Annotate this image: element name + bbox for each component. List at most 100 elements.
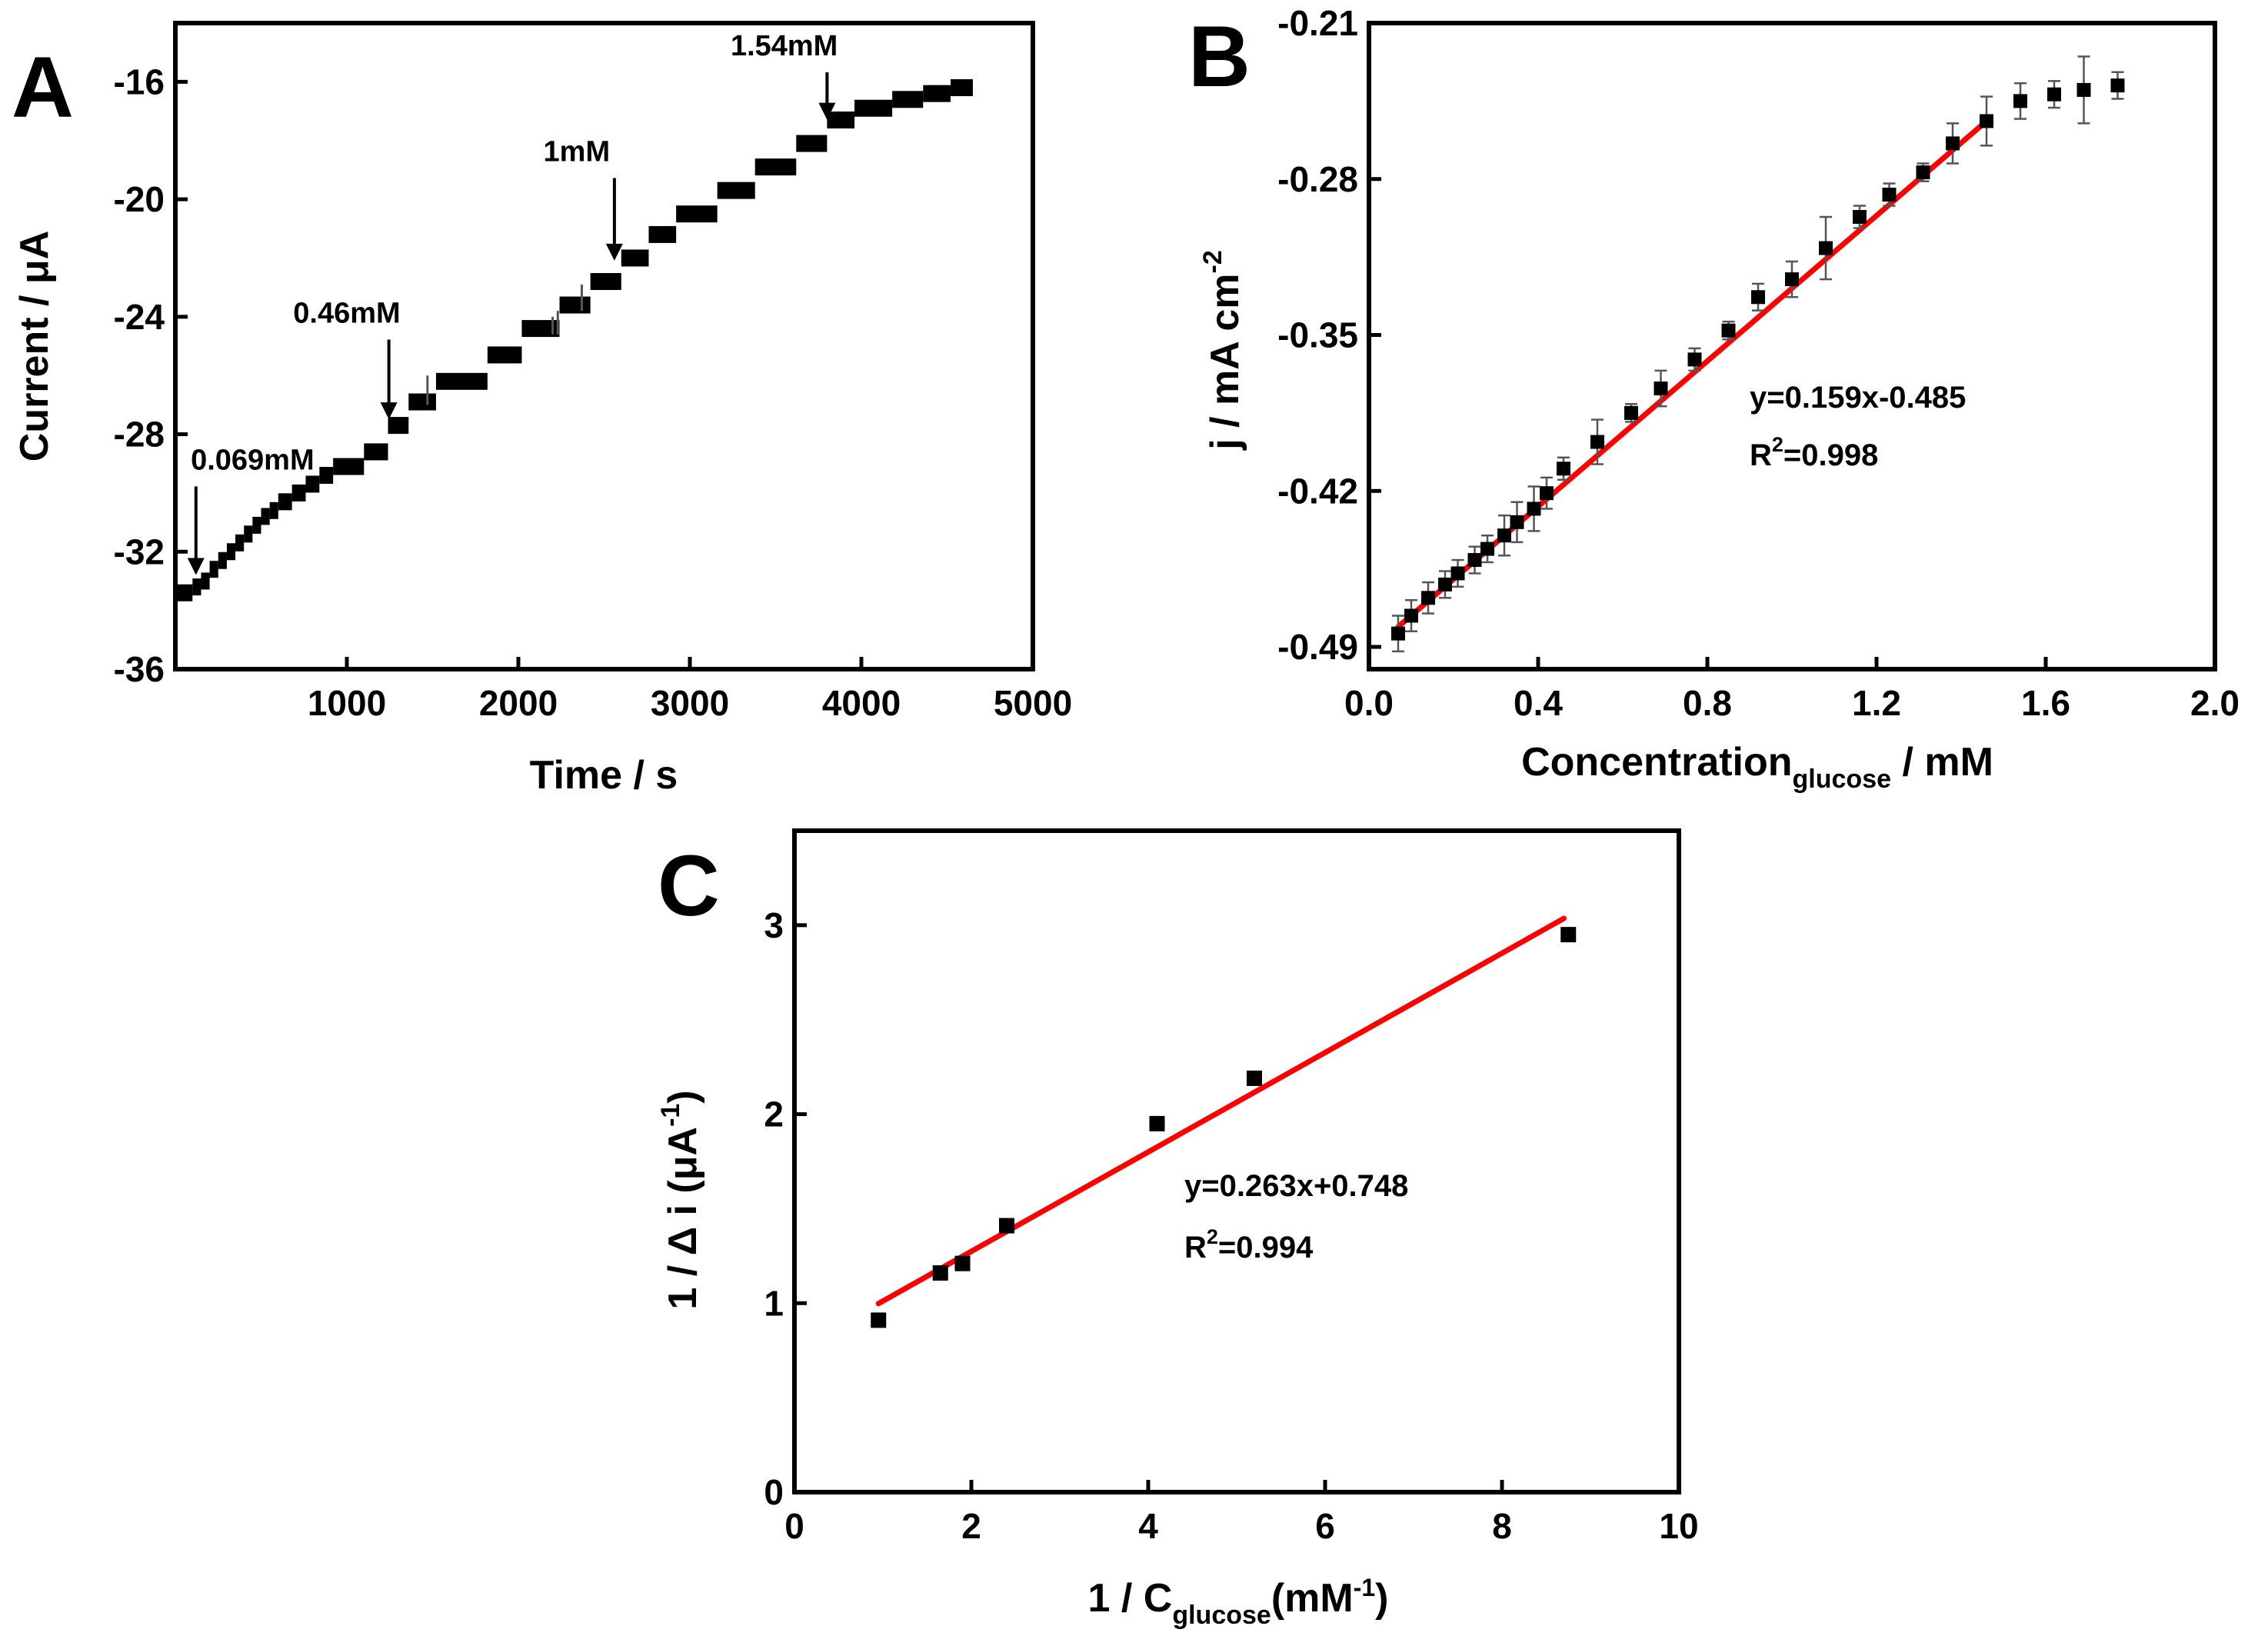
r-squared-c-sup: 2 [1207, 1225, 1218, 1248]
y-axis-label-b-main: j / mA cm [1203, 273, 1247, 450]
data-point [1390, 626, 1405, 641]
x-axis-label-c: 1 / Cglucose(mM-1) [1088, 1574, 1389, 1630]
data-point [1450, 566, 1465, 581]
data-point [1721, 323, 1736, 338]
step-segment [364, 443, 388, 461]
data-points-c [871, 927, 1577, 1328]
y-tick-label-a-3: -24 [114, 297, 165, 337]
data-point [2013, 94, 2027, 108]
panel-label-c: C [658, 838, 720, 934]
y-axis-label-c-post: ) [661, 1090, 705, 1103]
annotation-arrow-head [818, 102, 836, 120]
y-tick-label-b-4: -0.21 [1277, 3, 1358, 43]
step-segment [521, 320, 560, 338]
x-axis-label-a: Time / s [530, 753, 678, 798]
r-squared-b-value: =0.998 [1783, 438, 1878, 472]
r-squared-c: R2=0.994 [1184, 1225, 1314, 1264]
r-squared-b-sup: 2 [1772, 433, 1783, 456]
y-tick-label-b-1: -0.42 [1277, 471, 1358, 511]
data-series-a [175, 79, 973, 601]
x-tick-label-b-3: 1.2 [1852, 683, 1901, 723]
y-tick-label-a-2: -28 [114, 415, 165, 455]
annotation-label: 0.069mM [191, 444, 315, 476]
annotations-a: 0.069mM 0.46mM 1mM 1.54mM [187, 30, 838, 575]
data-point [2047, 87, 2061, 102]
y-axis-label-c: 1 / Δ i (μA-1) [656, 1090, 705, 1309]
step-segment [408, 393, 436, 411]
x-axis-label-c-unit-post: ) [1375, 1576, 1388, 1621]
annotation-label: 1.54mM [731, 30, 838, 62]
data-point [1421, 591, 1435, 605]
plot-frame-c [792, 828, 1681, 1494]
x-tick-label-c-1: 2 [961, 1506, 981, 1546]
step-segment [435, 372, 488, 390]
x-tick-label-c-0: 0 [784, 1506, 804, 1546]
x-axis-label-c-sup: -1 [1354, 1574, 1375, 1601]
step-segment [590, 273, 621, 290]
x-tick-label-c-3: 6 [1315, 1506, 1335, 1546]
data-point [1882, 188, 1897, 202]
data-point [1557, 461, 1570, 476]
step-segment [950, 79, 973, 96]
data-point [1687, 352, 1702, 367]
y-tick-label-a-4: -20 [114, 179, 165, 219]
step-segment [854, 99, 893, 117]
data-point [1751, 290, 1765, 305]
step-segment [487, 346, 522, 364]
step-segment [209, 561, 218, 578]
annotation-arrow-head [605, 243, 623, 261]
x-tick-label-a-3: 4000 [822, 683, 901, 723]
step-segment [892, 91, 924, 108]
step-segment [648, 225, 677, 243]
y-axis-label-b-sup: -2 [1198, 250, 1227, 273]
x-tick-label-b-0: 0.0 [1344, 683, 1394, 723]
data-point [1980, 114, 1993, 128]
x-tick-label-c-5: 10 [1659, 1506, 1698, 1546]
data-point [1540, 486, 1554, 501]
step-segment [717, 182, 755, 199]
y-axis-label-c-sup: -1 [656, 1104, 685, 1127]
data-point [1480, 541, 1494, 556]
step-segment [175, 584, 193, 601]
equation-c: y=0.263x+0.748 [1184, 1169, 1408, 1203]
step-segment [226, 543, 236, 561]
data-point [1497, 528, 1511, 543]
step-segment [333, 458, 365, 475]
step-segment [559, 296, 591, 314]
data-point [1590, 435, 1604, 449]
data-point [1438, 577, 1452, 591]
step-segment [235, 534, 245, 551]
y-tick-label-c-2: 2 [764, 1095, 784, 1135]
axis-ticks-b: 0.0 0.4 0.8 1.2 1.6 2.0 -0.49 -0.42 -0.35 -0.28 -0… [1277, 3, 2240, 723]
x-tick-label-a-4: 5000 [994, 683, 1072, 723]
x-axis-label-b: Concentrationglucose / mM [1521, 740, 1993, 794]
step-segment [269, 501, 278, 519]
equation-b: y=0.159x-0.485 [1750, 381, 1966, 415]
plot-frame-b [1367, 21, 2217, 671]
data-point [1819, 241, 1833, 255]
x-axis-label-c-main: 1 / C [1088, 1576, 1173, 1621]
data-point [1467, 553, 1482, 568]
step-segment [192, 578, 201, 596]
y-axis-label-b: j / mA cm-2 [1198, 250, 1247, 451]
y-tick-label-b-2: -0.35 [1277, 315, 1358, 355]
panel-b: B 0.0 0.4 0.8 1.2 1.6 2.0 -0.49 -0.42 -0.35 -0.28… [1188, 3, 2240, 794]
step-segment [827, 112, 855, 128]
y-tick-label-b-3: -0.28 [1277, 159, 1358, 199]
x-tick-label-a-1: 2000 [479, 683, 558, 723]
step-segment [796, 135, 828, 152]
x-tick-label-b-5: 2.0 [2190, 683, 2240, 723]
panel-label-b: B [1188, 8, 1251, 105]
panel-label-a: A [12, 39, 74, 135]
data-point [1654, 382, 1668, 396]
data-point [1527, 501, 1541, 516]
annotation-label: 1mM [544, 135, 611, 168]
step-segment [244, 525, 253, 543]
plot-frame-a [173, 21, 1035, 671]
data-point [1404, 608, 1418, 623]
data-point [932, 1264, 948, 1281]
annotation-arrow-head [187, 558, 205, 575]
fit-line-c [875, 915, 1567, 1307]
